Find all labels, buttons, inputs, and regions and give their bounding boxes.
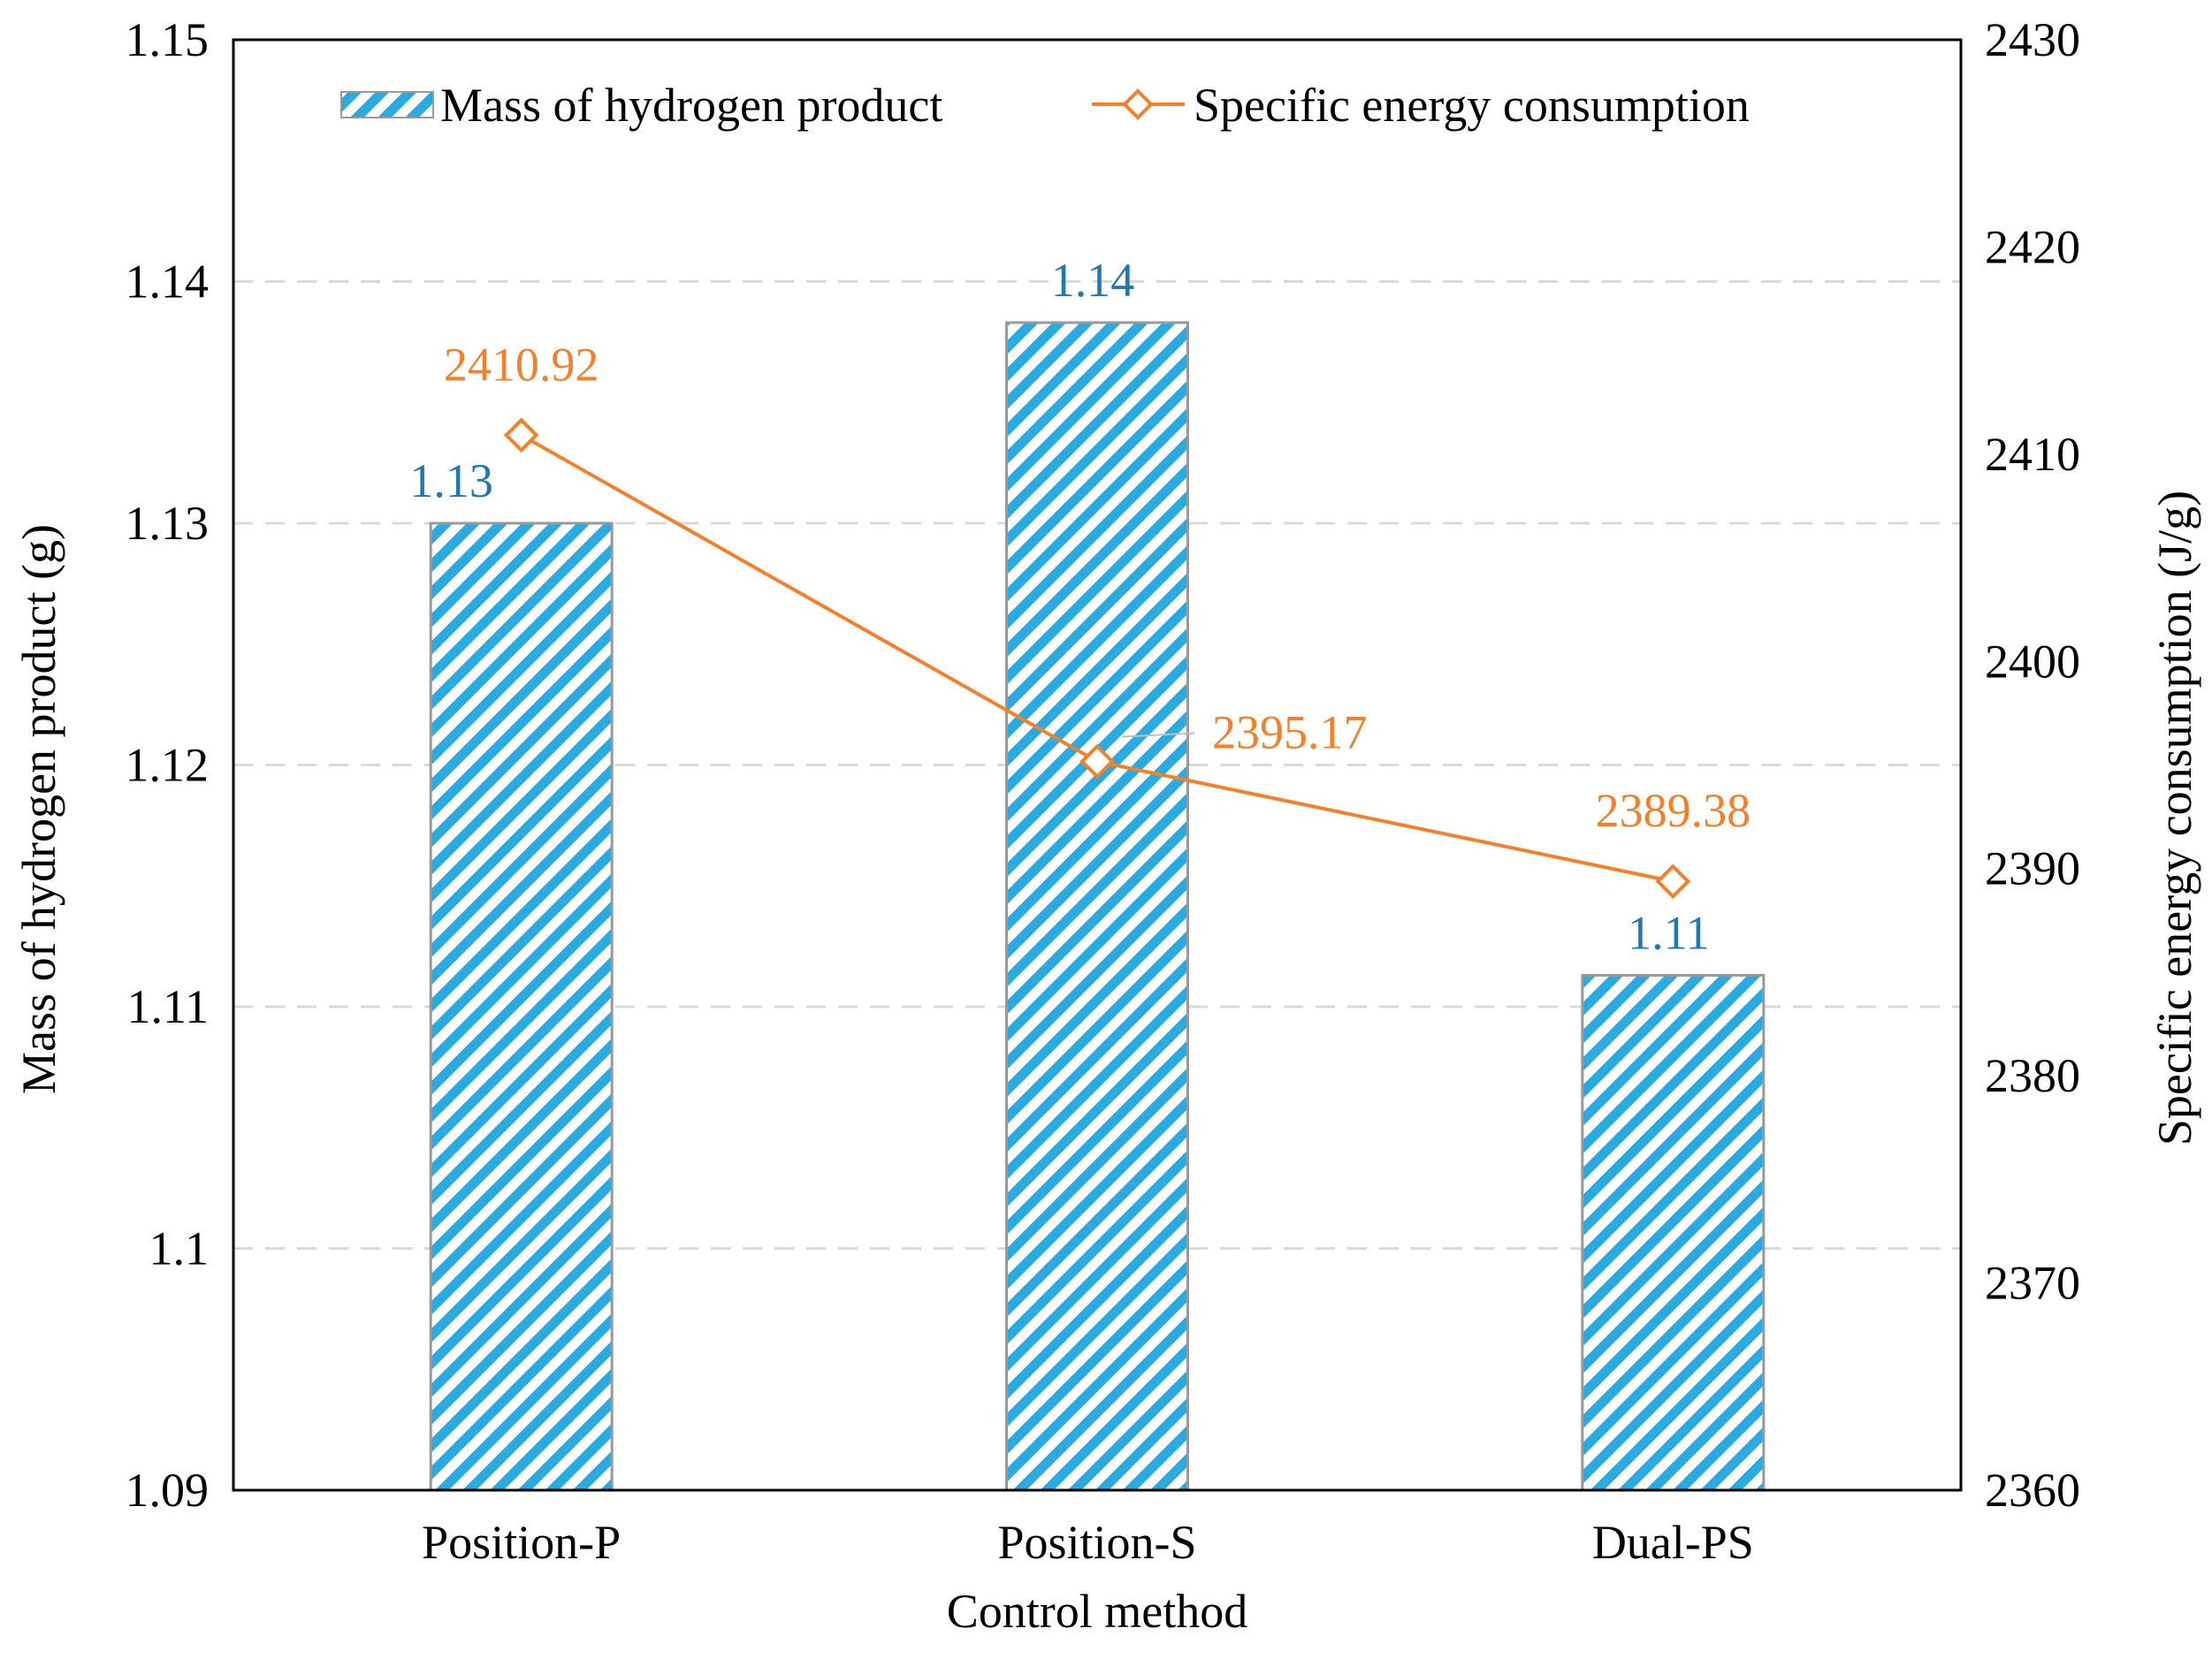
energy-line xyxy=(503,417,1691,900)
energy-value-label: 2410.92 xyxy=(444,338,599,391)
x-tick-label: Position-S xyxy=(997,1516,1196,1569)
bar xyxy=(1005,321,1189,1492)
y-axis-title: Mass of hydrogen product (g) xyxy=(12,524,65,1094)
legend: Mass of hydrogen product Specific energy… xyxy=(340,79,1750,132)
y-tick-label: 1.14 xyxy=(126,255,210,308)
energy-point xyxy=(503,417,539,453)
bar xyxy=(429,521,614,1492)
y-tick-label: 1.12 xyxy=(126,739,210,792)
y2-tick-label: 2430 xyxy=(1985,13,2080,66)
plot-area-frame xyxy=(232,38,1963,1492)
x-axis: Position-P Position-S Dual-PS xyxy=(422,1516,1754,1569)
y-tick-label: 1.11 xyxy=(127,980,210,1033)
y2-tick-label: 2400 xyxy=(1985,635,2080,688)
bar xyxy=(1581,973,1766,1492)
energy-point xyxy=(1655,864,1691,900)
energy-point xyxy=(1079,743,1115,780)
legend-bar-label: Mass of hydrogen product xyxy=(440,79,942,132)
bar-value-label: 1.11 xyxy=(1628,906,1710,959)
y-axis-right: 2360 2370 2380 2390 2400 2410 2420 2430 xyxy=(1985,13,2080,1517)
bar-value-label: 1.14 xyxy=(1051,254,1135,307)
y2-tick-label: 2380 xyxy=(1985,1049,2080,1102)
x-axis-title: Control method xyxy=(947,1585,1247,1638)
label-leader-line xyxy=(1121,732,1195,738)
y-axis-left: 1.09 1.1 1.11 1.12 1.13 1.14 1.15 xyxy=(126,13,210,1517)
y-tick-label: 1.1 xyxy=(149,1222,210,1275)
energy-value-label: 2395.17 xyxy=(1212,706,1368,759)
y-tick-label: 1.09 xyxy=(126,1464,210,1517)
legend-diamond-marker xyxy=(1122,88,1154,120)
data-labels: 1.13 1.14 1.11 2410.92 2395.17 2389.38 xyxy=(409,254,1751,959)
y2-tick-label: 2370 xyxy=(1985,1257,2080,1310)
y2-tick-label: 2410 xyxy=(1985,428,2080,481)
y-tick-label: 1.15 xyxy=(126,13,210,66)
legend-line-label: Specific energy consumption xyxy=(1194,79,1750,132)
y2-axis-title: Specific energy consumption (J/g) xyxy=(2148,491,2201,1145)
y2-tick-label: 2360 xyxy=(1985,1464,2080,1517)
y-tick-label: 1.13 xyxy=(126,497,210,550)
y2-tick-label: 2420 xyxy=(1985,220,2080,273)
bar-value-label: 1.13 xyxy=(409,454,493,507)
legend-bar-swatch xyxy=(340,91,434,118)
bars xyxy=(429,321,1766,1492)
x-tick-label: Dual-PS xyxy=(1592,1516,1754,1569)
x-tick-label: Position-P xyxy=(422,1516,621,1569)
y2-tick-label: 2390 xyxy=(1985,842,2080,895)
energy-value-label: 2389.38 xyxy=(1596,784,1751,837)
